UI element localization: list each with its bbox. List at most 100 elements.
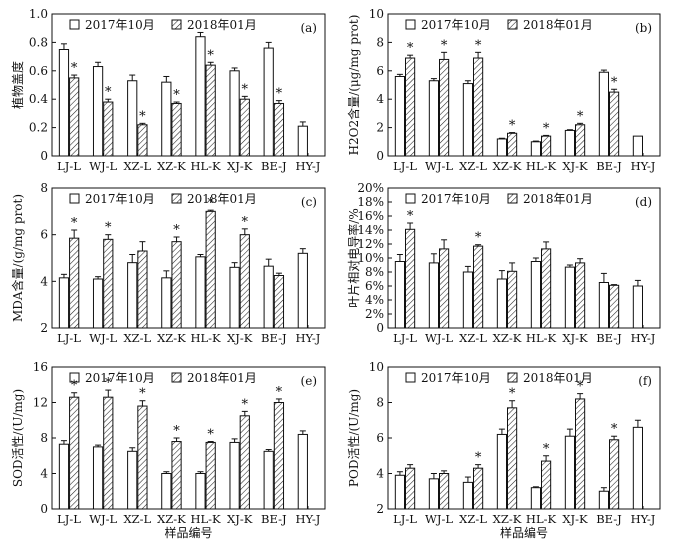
y-tick-label: 10%: [357, 251, 384, 265]
legend-swatch-2018: [507, 19, 518, 30]
bar-2018-WJ-L: [439, 58, 450, 157]
bar-2017-HY-J: [632, 285, 644, 329]
bar-2018-XJ-K: [575, 124, 586, 157]
x-tick-label: WJ-L: [425, 159, 453, 173]
x-tick-label: LJ-L: [393, 331, 417, 345]
x-tick-label: LJ-L: [393, 159, 417, 173]
x-tick-label: LJ-L: [57, 512, 81, 526]
bar-2017-LJ-L: [394, 261, 406, 329]
bar-2017-XJ-K: [564, 435, 576, 510]
x-tick-label: WJ-L: [425, 512, 453, 526]
x-tick-label: HY-J: [631, 512, 656, 526]
significance-star: *: [71, 216, 78, 231]
bar-2018-LJ-L: [405, 57, 416, 157]
x-tick-label: HY-J: [296, 331, 321, 345]
bar-2017-XJ-K: [229, 441, 240, 510]
bar-2018-BE-J: [609, 91, 620, 157]
legend-label-2017: 2017年10月: [421, 18, 491, 32]
legend-swatch-2017: [69, 372, 80, 383]
legend-label-2018: 2018年01月: [187, 18, 257, 32]
x-tick-label: WJ-L: [425, 331, 453, 345]
legend-label-2018: 2018年01月: [523, 371, 593, 385]
x-tick-label: HL-K: [526, 159, 557, 173]
significance-star: *: [577, 109, 584, 124]
bar-2017-XZ-L: [462, 83, 474, 157]
x-tick-label: XZ-L: [459, 159, 487, 173]
bar-2018-LJ-L: [69, 396, 80, 510]
x-tick-label: LJ-L: [57, 159, 81, 173]
bar-2017-BE-J: [598, 282, 610, 329]
bar-2018-LJ-L: [69, 77, 80, 157]
bar-2018-XZ-K: [171, 241, 182, 329]
bar-2018-LJ-L: [405, 467, 416, 510]
bar-2017-LJ-L: [58, 277, 70, 329]
bar-2018-XZ-L: [473, 57, 484, 157]
bar-2018-HL-K: [541, 135, 552, 157]
bar-2018-LJ-L: [69, 237, 80, 329]
y-axis-label: 植物盖度: [10, 61, 25, 109]
y-tick-label: 6%: [365, 279, 384, 293]
legend-swatch-2018: [507, 372, 518, 383]
x-tick-label: BE-J: [261, 331, 287, 345]
panel-0: 0 0.2 0.4 0.6 0.8 1.0 植物盖度 (a) 2017年10月 2018年01月 L…: [10, 7, 326, 173]
legend-label-2017: 2017年10月: [421, 192, 491, 206]
significance-star: *: [611, 75, 618, 90]
bar-2018-XJ-K: [239, 415, 250, 510]
bar-2017-BE-J: [598, 71, 610, 157]
y-tick-label: 4: [40, 274, 48, 288]
bar-2018-WJ-L: [439, 248, 450, 329]
bar-2017-XZ-L: [462, 271, 474, 329]
bar-2017-XJ-K: [564, 129, 576, 157]
panel-2: 2 4 6 8 MDA含量/(g/mg prot) (c) 2017年10月 2018年01月…: [10, 181, 326, 345]
x-tick-label: XJ-K: [562, 331, 588, 345]
x-tick-label: XZ-K: [157, 331, 186, 345]
bar-2017-WJ-L: [428, 478, 440, 510]
y-tick-label: 6: [40, 228, 48, 242]
x-tick-label: HY-J: [296, 512, 321, 526]
y-tick-label: 4: [376, 92, 384, 106]
y-tick-label: 2%: [365, 307, 384, 321]
x-tick-label: HL-K: [526, 331, 557, 345]
x-tick-label: HL-K: [190, 159, 221, 173]
x-tick-label: LJ-L: [57, 331, 81, 345]
legend-swatch-2017: [69, 19, 80, 30]
bar-2017-WJ-L: [92, 278, 104, 329]
x-tick-label: BE-J: [261, 159, 287, 173]
bar-2017-BE-J: [263, 47, 274, 157]
y-tick-label: 10: [369, 360, 384, 374]
panel-3: 02%4%6%8%10%12%14%16%18%20% 叶片相对电导率/% (d) 2…: [346, 181, 661, 345]
significance-star: *: [105, 221, 112, 236]
legend-label-2017: 2017年10月: [85, 371, 155, 385]
significance-star: *: [242, 82, 249, 97]
y-tick-label: 8%: [365, 265, 384, 279]
bar-2018-XZ-L: [137, 250, 148, 329]
panel-tag: (d): [635, 195, 652, 209]
x-tick-label: XZ-K: [493, 331, 522, 345]
bar-2017-HY-J: [297, 125, 308, 157]
y-tick-label: 0: [376, 321, 384, 335]
bar-2017-XZ-K: [161, 81, 172, 157]
y-tick-label: 0.2: [29, 121, 48, 135]
bar-2018-BE-J: [273, 402, 285, 510]
significance-star: *: [407, 41, 414, 56]
y-tick-label: 20%: [357, 181, 384, 195]
bar-2018-BE-J: [273, 102, 285, 157]
bar-2017-HY-J: [632, 135, 644, 157]
significance-star: *: [173, 223, 180, 238]
y-tick-label: 8: [40, 181, 48, 195]
legend-label-2018: 2018年01月: [523, 192, 593, 206]
legend-label-2018: 2018年01月: [523, 18, 593, 32]
bar-2018-BE-J: [273, 275, 285, 329]
bar-2017-HL-K: [530, 141, 542, 157]
y-tick-label: 8: [376, 396, 384, 410]
legend-swatch-2018: [171, 372, 182, 383]
y-tick-label: 2: [376, 121, 384, 135]
significance-star: *: [242, 215, 249, 230]
bar-2018-XZ-L: [137, 124, 148, 157]
bar-2017-HL-K: [195, 473, 206, 510]
significance-star: *: [105, 85, 112, 100]
y-tick-label: 16%: [357, 209, 384, 223]
x-tick-label: HY-J: [296, 159, 321, 173]
legend-swatch-2018: [507, 193, 518, 204]
